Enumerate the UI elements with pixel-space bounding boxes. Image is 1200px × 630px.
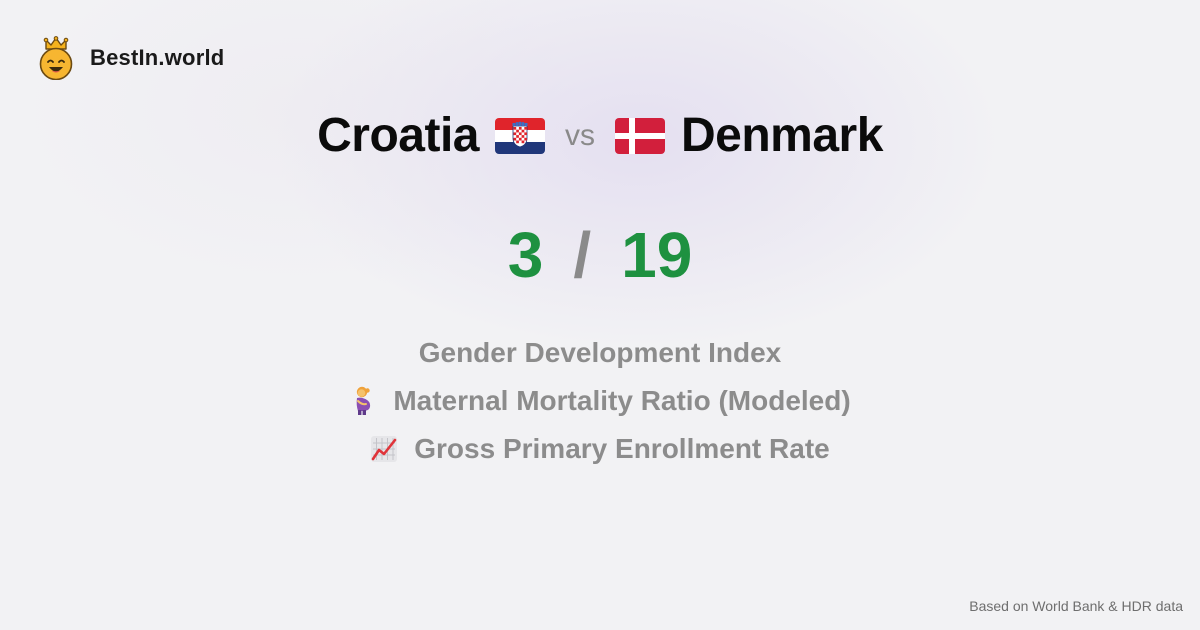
comparison-title: Croatia bbox=[0, 108, 1200, 163]
crown-smiley-icon bbox=[39, 36, 73, 80]
brand-logo[interactable]: BestIn.world bbox=[38, 36, 224, 80]
right-country-name: Denmark bbox=[680, 109, 883, 162]
score-separator: / bbox=[573, 219, 592, 291]
left-country-name: Croatia bbox=[317, 109, 479, 162]
brand-name: BestIn.world bbox=[90, 45, 225, 70]
metrics-list: Gender Development Index Maternal Mortal… bbox=[0, 336, 1200, 466]
metric-label: Maternal Mortality Ratio (Modeled) bbox=[393, 385, 851, 416]
vs-label: vs bbox=[564, 118, 595, 152]
left-score: 3 bbox=[507, 219, 544, 291]
denmark-flag-icon bbox=[614, 117, 665, 154]
metric-maternal-mortality-ratio: Maternal Mortality Ratio (Modeled) bbox=[349, 384, 851, 418]
right-score: 19 bbox=[621, 219, 693, 291]
chart-increasing-icon bbox=[371, 436, 398, 462]
pregnant-woman-icon bbox=[356, 386, 371, 415]
score-row: 3 / 19 bbox=[0, 218, 1200, 292]
metric-label: Gross Primary Enrollment Rate bbox=[414, 433, 830, 464]
data-source-note: Based on World Bank & HDR data bbox=[969, 598, 1183, 614]
metric-label: Gender Development Index bbox=[418, 337, 782, 368]
metric-gender-development-index: Gender Development Index bbox=[419, 336, 782, 370]
metric-gross-primary-enrollment-rate: Gross Primary Enrollment Rate bbox=[370, 432, 830, 466]
croatia-flag-icon bbox=[494, 117, 545, 154]
